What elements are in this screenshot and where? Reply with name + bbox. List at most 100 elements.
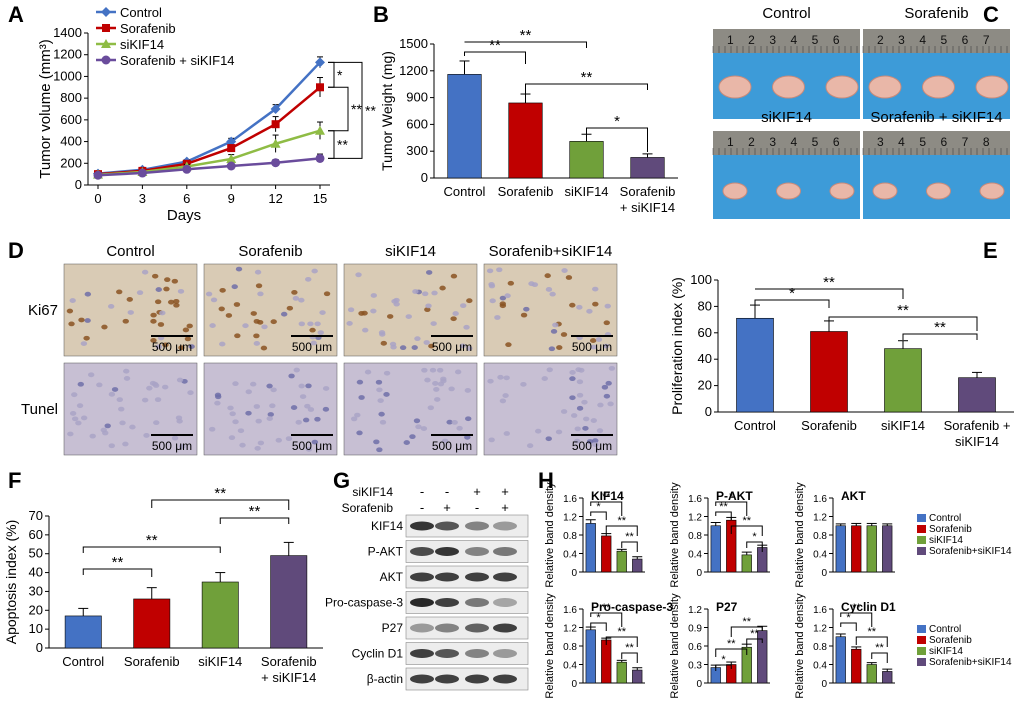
panel-f-bar-chart: F 0 10 20 30 40 50 60 70 Control Sorafenib siKIF14 S… [3,468,323,685]
panel-letter: G [333,468,350,493]
ruler-number: 3 [769,33,776,47]
bar [866,525,877,573]
y-axis-label: Tumor Weight (mg) [379,51,395,171]
legend-label: Control [929,624,961,635]
cell-nucleus [150,338,157,343]
significance-bracket [715,511,732,520]
significance-bracket [871,652,888,663]
cell-nucleus [261,324,268,330]
protein-band [493,649,517,658]
cell-nucleus [150,312,157,318]
significance-mark: ** [146,532,158,549]
cell-nucleus [235,266,243,272]
cell-nucleus [376,387,383,393]
cell-nucleus [574,426,581,432]
cell-nucleus [225,313,233,318]
cell-nucleus [544,273,551,279]
cell-nucleus [187,390,194,396]
significance-bracket [328,61,363,159]
cell-nucleus [496,267,503,273]
ruler-number: 5 [919,135,926,149]
y-tick-label: 0 [571,679,577,690]
significance-bracket [715,648,748,657]
cell-nucleus [450,273,458,279]
cell-nucleus [362,327,369,333]
cell-nucleus [178,345,185,351]
cell-nucleus [266,416,273,421]
ruler-number: 1 [727,33,734,47]
data-point [315,125,325,135]
y-tick-label: 1500 [399,36,428,51]
cell-nucleus [234,333,241,339]
cell-nucleus [592,286,599,292]
legend-label: siKIF14 [929,646,963,657]
y-tick-label: 1000 [53,68,82,83]
data-point [93,170,103,180]
cell-nucleus [146,385,153,391]
category-label: Control [734,418,776,433]
significance-mark: ** [875,642,884,654]
cell-nucleus [250,311,257,316]
tumor-specimen [926,182,951,200]
cell-nucleus [228,435,236,441]
cell-nucleus [152,383,160,388]
cell-nucleus [155,344,163,350]
significance-mark: ** [602,491,611,503]
cell-nucleus [389,341,397,347]
cell-nucleus [378,411,385,417]
cell-nucleus [68,321,75,327]
legend-swatch [917,525,926,533]
y-tick-label: 0.8 [563,531,577,542]
cell-nucleus [569,302,576,308]
bar [884,348,922,413]
cell-nucleus [373,439,380,445]
cell-nucleus [78,317,85,323]
cell-nucleus [439,285,446,291]
significance-bracket [82,568,153,577]
significance-bracket [328,61,335,88]
significance-bracket [621,652,638,663]
significance-bracket [590,612,623,627]
category-label: siKIF14 [955,434,999,449]
protein-band [410,623,434,633]
category-label: + siKIF14 [261,670,316,685]
cell-nucleus [569,395,576,401]
condition-sign: - [420,500,424,515]
significance-mark: ** [719,501,728,513]
y-tick-label: 0.4 [813,661,827,672]
cell-nucleus [293,367,300,373]
y-tick-label: 0 [571,568,577,579]
scale-bar-label: 500 μm [572,439,612,453]
y-tick-label: 600 [406,116,428,131]
cell-nucleus [288,373,295,379]
ruler-number: 4 [898,135,905,149]
cell-nucleus [523,306,530,312]
cell-nucleus [255,283,263,289]
significance-bracket [151,499,290,510]
significance-bracket [828,316,978,331]
cell-nucleus [377,398,384,403]
cell-nucleus [257,440,265,446]
cell-nucleus [488,282,495,287]
cell-nucleus [441,438,449,444]
cell-nucleus [245,410,252,416]
scale-bar-label: 500 μm [432,340,472,354]
cell-nucleus [488,437,495,443]
cell-nucleus [581,399,588,405]
significance-mark: ** [489,37,501,54]
panel-letter: D [8,238,24,263]
cell-nucleus [275,437,282,443]
cell-nucleus [503,431,511,436]
ruler-number: 6 [833,135,840,149]
subplot-title: Cyclin D1 [841,600,896,614]
legend-swatch [917,625,926,633]
ruler [863,131,1010,155]
cell-nucleus [89,433,96,439]
significance-mark: ** [823,274,835,291]
data-point [271,120,280,129]
band-label: AKT [380,570,404,584]
condition-label: siKIF14 [352,485,393,499]
cell-nucleus [173,298,180,304]
data-point [270,138,281,148]
